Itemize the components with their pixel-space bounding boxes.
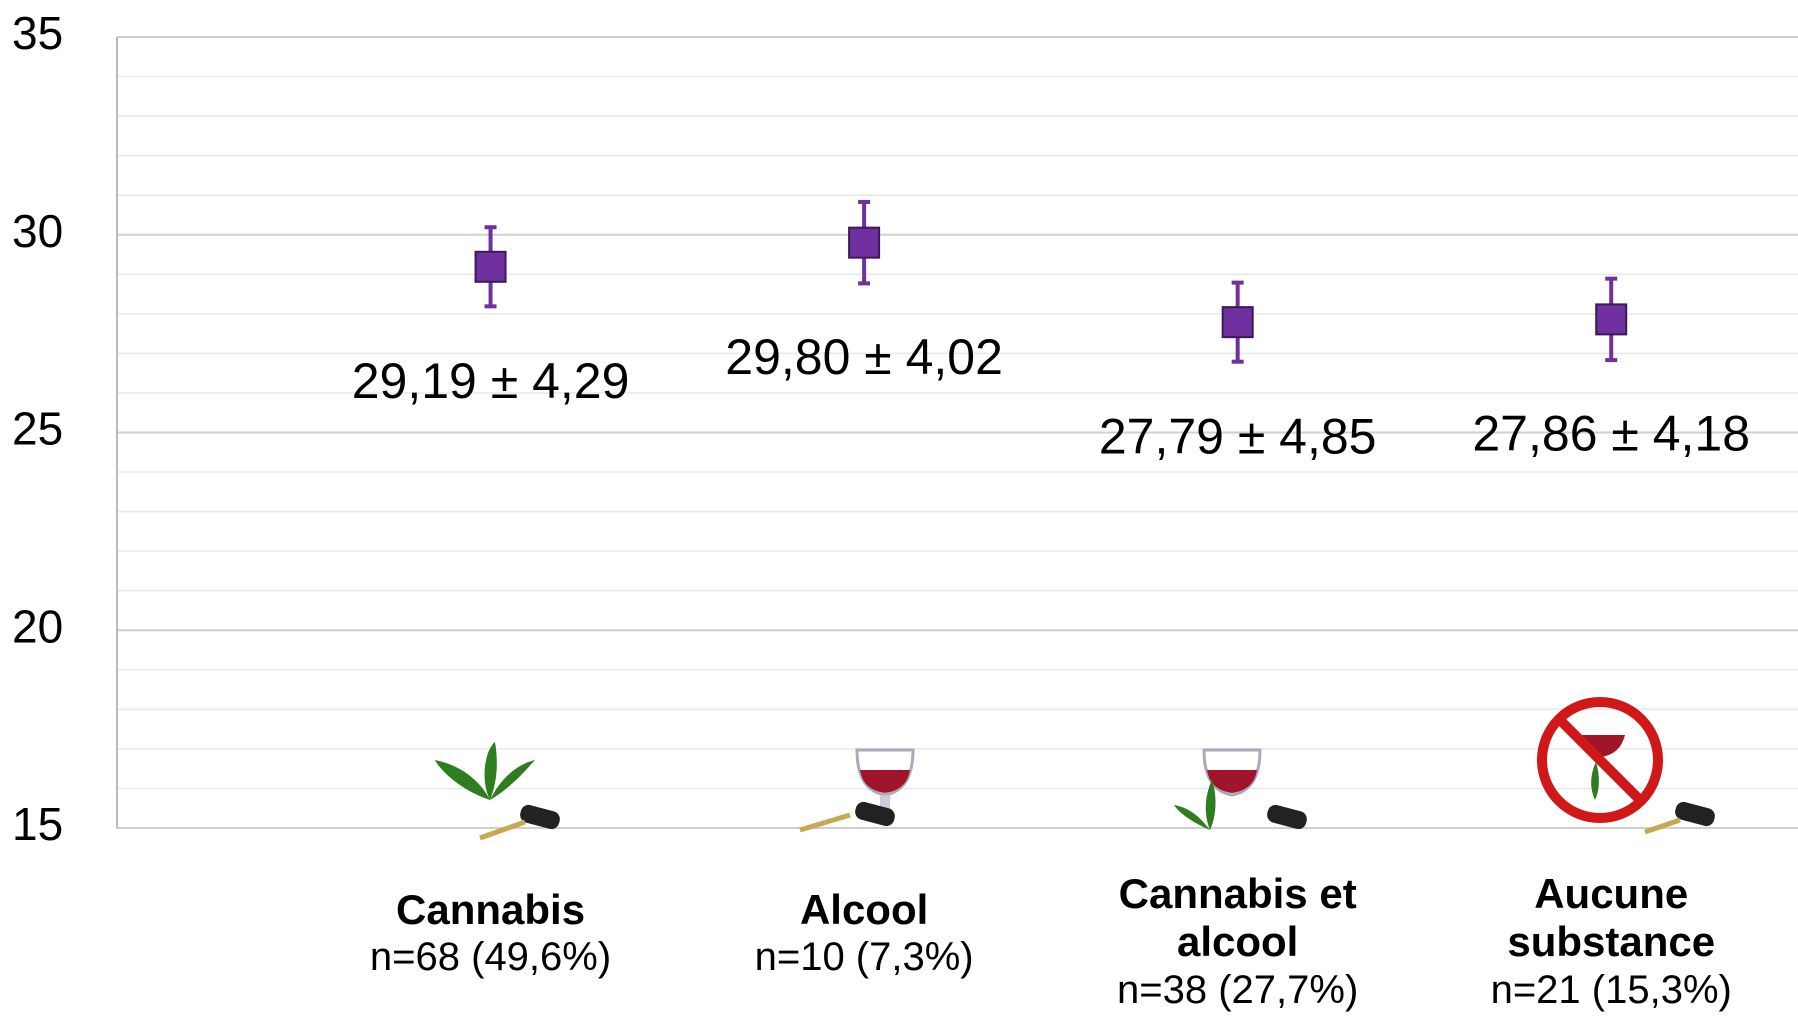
category-name: Cannabis et alcool [1118, 870, 1357, 966]
y-tick-label: 20 [12, 600, 63, 652]
x-tick-label: Alcool n=10 (7,3%) [699, 886, 1029, 980]
value-label: 27,86 ± 4,18 [1472, 406, 1750, 462]
sample-size: n=10 (7,3%) [754, 935, 974, 980]
sample-size: n=21 (15,3%) [1490, 967, 1732, 1012]
category-name: Aucune substance [1507, 870, 1716, 966]
y-tick-label: 35 [12, 7, 63, 59]
point [1221, 306, 1254, 339]
x-tick-label: Cannabis et alcool n=38 (27,7%) [1073, 870, 1403, 1013]
point [474, 250, 507, 283]
y-tick-label: 30 [12, 205, 63, 257]
plot: 15 20 25 30 35 29,19 ± 4,29 29,80 ± 4,02 27,79 … [12, 7, 1798, 850]
point [848, 226, 881, 259]
value-label: 27,79 ± 4,85 [1099, 408, 1377, 464]
x-tick-label: Cannabis n=68 (49,6%) [326, 886, 656, 980]
icons [435, 697, 1715, 841]
x-tick-label: Aucune substance n=21 (15,3%) [1446, 870, 1776, 1013]
sample-size: n=68 (49,6%) [369, 935, 612, 980]
y-tick-label: 15 [12, 798, 63, 850]
sample-size: n=38 (27,7%) [1117, 967, 1359, 1012]
y-tick-label: 25 [12, 403, 63, 455]
category-name: Alcool [799, 886, 929, 933]
value-label: 29,19 ± 4,29 [352, 353, 630, 409]
value-label: 29,80 ± 4,02 [725, 329, 1003, 385]
category-name: Cannabis [396, 886, 586, 933]
point [1595, 303, 1628, 336]
